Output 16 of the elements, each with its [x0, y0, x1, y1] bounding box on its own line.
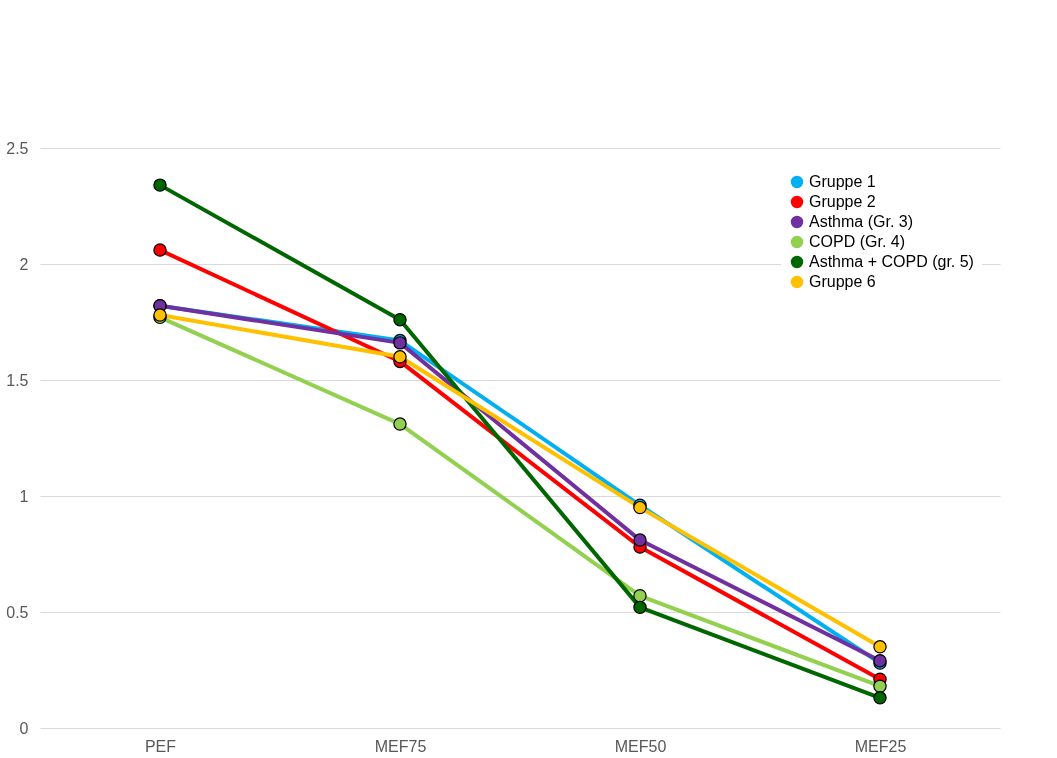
- x-tick-label: PEF: [144, 737, 177, 755]
- y-tick-label: 1.5: [6, 371, 29, 389]
- x-tick-label: MEF75: [374, 737, 427, 755]
- x-tick-label: MEF50: [614, 737, 667, 755]
- legend-label: Gruppe 2: [809, 193, 876, 210]
- legend-label: Gruppe 6: [809, 273, 876, 290]
- legend-label: Asthma (Gr. 3): [809, 213, 914, 230]
- x-tick-label: MEF25: [854, 737, 907, 755]
- y-tick-label: 0.5: [6, 603, 29, 621]
- y-tick-label: 1: [19, 487, 29, 505]
- y-tick-label: 0: [19, 719, 29, 737]
- legend-label: Gruppe 1: [809, 173, 876, 190]
- y-tick-label: 2: [19, 255, 29, 273]
- y-tick-label: 2.5: [6, 139, 29, 157]
- legend-label: Asthma + COPD (gr. 5): [809, 253, 974, 270]
- legend-label: COPD (Gr. 4): [809, 233, 906, 250]
